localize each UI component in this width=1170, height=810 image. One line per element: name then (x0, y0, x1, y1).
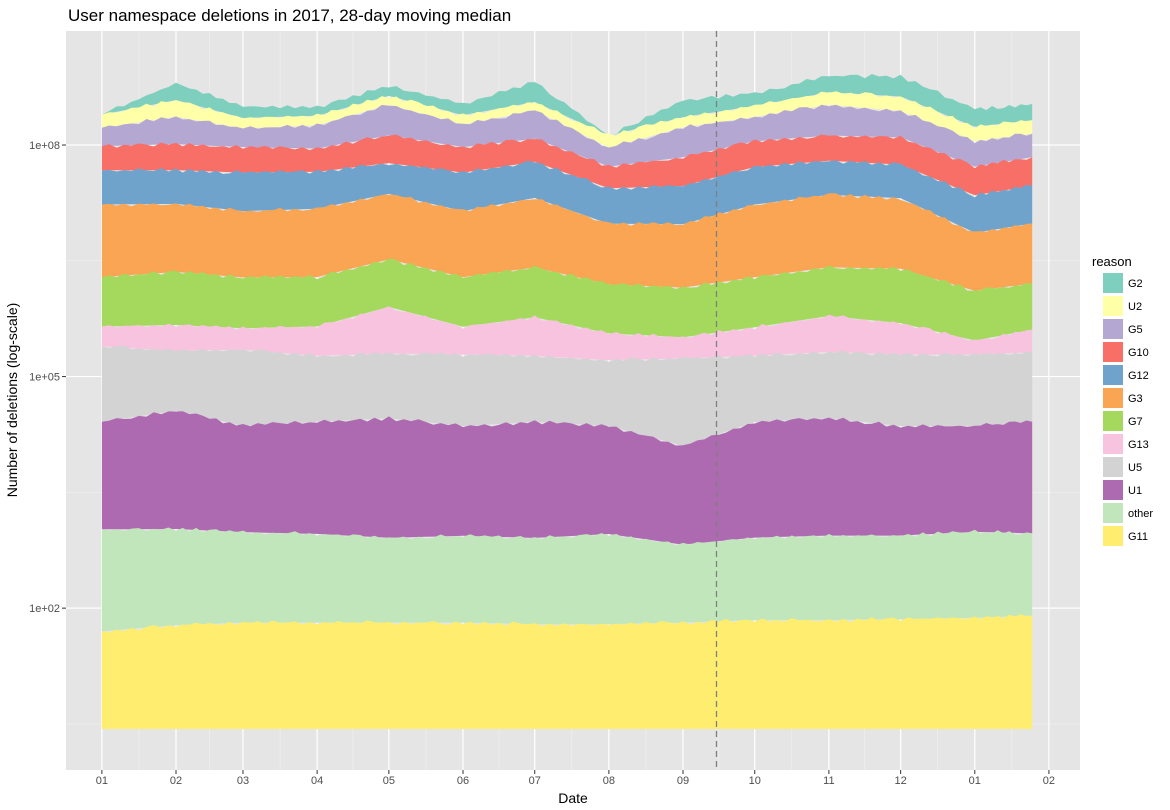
area-u5 (101, 345, 1033, 446)
y-axis: 1e+02 1e+05 1e+08 (29, 140, 66, 615)
legend-label-other: other (1128, 508, 1153, 520)
area-g13 (101, 306, 1033, 361)
x-tick-label: 04 (311, 775, 323, 787)
area-g5 (101, 104, 1033, 167)
legend-swatch-g3 (1103, 388, 1123, 408)
legend-swatch-u1 (1103, 480, 1123, 500)
legend-label-g11: G11 (1128, 531, 1148, 543)
x-tick-label: 02 (170, 775, 182, 787)
y-tick-label: 1e+05 (29, 372, 60, 384)
y-axis-title: Number of deletions (log-scale) (4, 303, 20, 498)
legend-label-g13: G13 (1128, 439, 1149, 451)
area-g7 (101, 258, 1033, 341)
x-tick-label: 01 (96, 775, 108, 787)
legend-title: reason (1092, 254, 1132, 269)
legend-label-g10: G10 (1128, 347, 1149, 359)
x-tick-label: 11 (823, 775, 834, 787)
legend-label-u5: U5 (1128, 462, 1142, 474)
legend-swatch-g13 (1103, 434, 1123, 454)
x-tick-label: 10 (749, 775, 761, 787)
legend-label-g5: G5 (1128, 324, 1143, 336)
legend-swatch-g7 (1103, 411, 1123, 431)
x-tick-label: 03 (237, 775, 249, 787)
x-tick-label: 12 (895, 775, 907, 787)
x-tick-label: 02 (1043, 775, 1055, 787)
y-tick-label: 1e+02 (29, 603, 60, 615)
legend-swatch-u5 (1103, 457, 1123, 477)
legend-swatch-u2 (1103, 296, 1123, 316)
legend-label-g3: G3 (1128, 393, 1143, 405)
x-axis: 01 02 03 04 05 06 07 08 09 10 11 12 01 02 (96, 770, 1055, 787)
x-tick-label: 09 (677, 775, 689, 787)
legend-label-u1: U1 (1128, 485, 1142, 497)
area-g11 (101, 614, 1033, 729)
chart-title: User namespace deletions in 2017, 28-day… (68, 6, 511, 25)
legend-label-g7: G7 (1128, 416, 1143, 428)
x-tick-label: 05 (383, 775, 395, 787)
legend-label-g2: G2 (1128, 278, 1143, 290)
area-other (101, 527, 1033, 632)
legend-swatch-g10 (1103, 342, 1123, 362)
area-g3 (101, 193, 1033, 291)
area-u1 (101, 411, 1033, 545)
x-axis-title: Date (558, 790, 588, 806)
legend-swatch-g11 (1103, 526, 1123, 546)
area-g2 (101, 74, 1033, 136)
legend-label-g12: G12 (1128, 370, 1149, 382)
x-tick-label: 07 (529, 775, 541, 787)
legend: reason G2 U2 G5 G10 G12 G3 G7 G13 U5 U1 other G11 (1092, 254, 1153, 546)
x-tick-label: 06 (457, 775, 469, 787)
legend-swatch-other (1103, 503, 1123, 523)
x-tick-label: 01 (969, 775, 981, 787)
legend-swatch-g12 (1103, 365, 1123, 385)
stacked-areas (101, 74, 1033, 729)
area-u2 (101, 91, 1033, 148)
area-g10 (101, 134, 1033, 196)
legend-swatch-g5 (1103, 319, 1123, 339)
x-tick-label: 08 (603, 775, 615, 787)
legend-swatch-g2 (1103, 273, 1123, 293)
legend-label-u2: U2 (1128, 301, 1142, 313)
y-tick-label: 1e+08 (29, 140, 60, 152)
area-g12 (101, 160, 1033, 233)
